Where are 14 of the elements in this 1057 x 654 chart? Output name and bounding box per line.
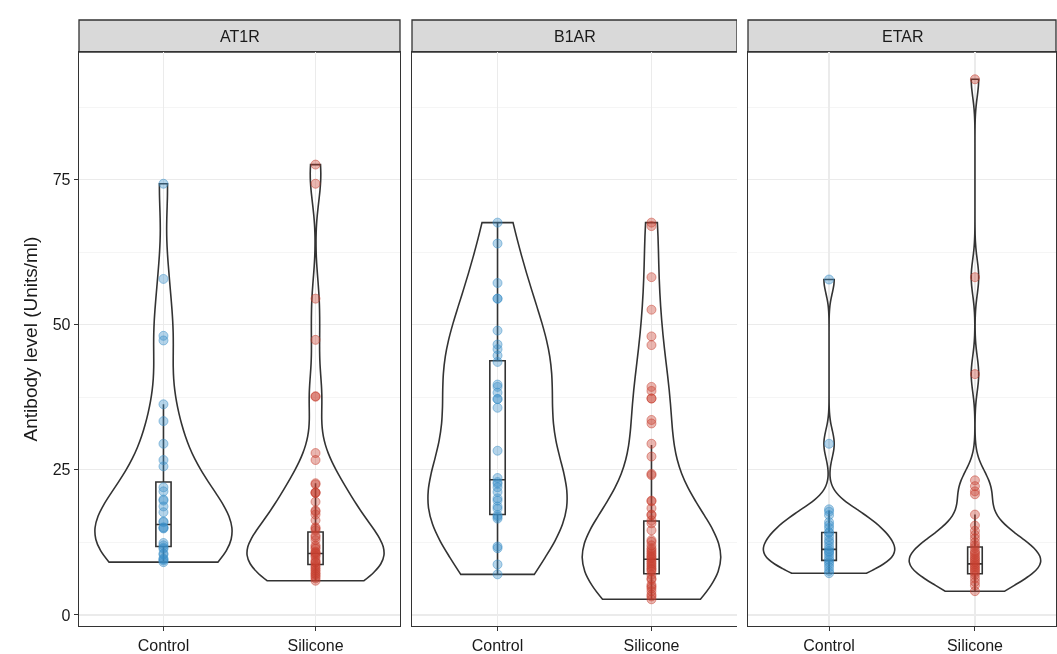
x-tick-label: Silicone [287,636,344,654]
y-tick-label: 0 [61,606,71,624]
chart-title: ETAR [882,28,924,45]
x-tick-label: Control [137,636,190,654]
x-tick-label: Silicone [623,636,680,654]
y-axis-title: Antibody level (Units/ml) [19,236,41,442]
chart-title: B1AR [554,28,596,45]
y-tick-label: 50 [52,316,71,334]
x-tick-label: Control [803,636,855,654]
y-tick-label: 25 [52,461,71,479]
chart-title: AT1R [220,28,260,45]
x-tick-label: Silicone [946,636,1004,654]
y-tick-label: 75 [52,171,71,189]
x-tick-label: Control [471,636,524,654]
